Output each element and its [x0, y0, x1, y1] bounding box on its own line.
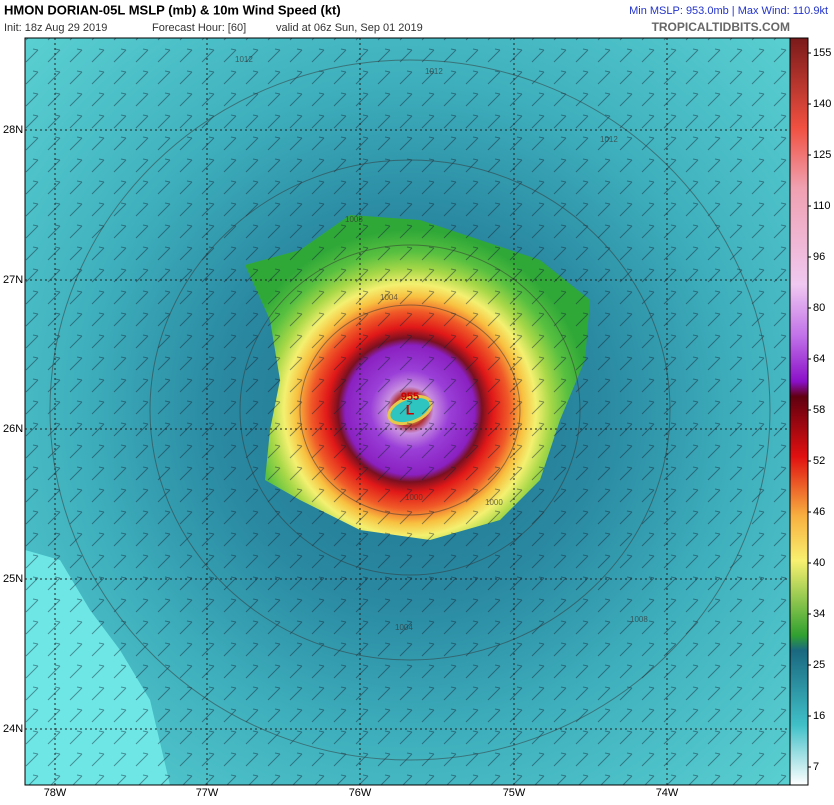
center-pressure: 955 [401, 391, 419, 403]
title: HMON DORIAN-05L MSLP (mb) & 10m Wind Spe… [4, 2, 341, 17]
lon-label: 76W [349, 787, 372, 799]
isobars [49, 59, 771, 761]
colorbar-label: 96 [813, 251, 825, 263]
isobar-label: 1012 [600, 135, 618, 144]
isobar-label: 1004 [380, 293, 398, 302]
valid-text: valid at 06z Sun, Sep 01 2019 [276, 22, 423, 34]
colorbar-label: 155 [813, 47, 831, 59]
lat-label: 26N [3, 423, 23, 435]
lat-label: 27N [3, 274, 23, 286]
lon-label: 78W [44, 787, 67, 799]
isobar-label: 1000 [405, 493, 423, 502]
colorbar-label: 52 [813, 455, 825, 467]
colorbar-label: 125 [813, 149, 831, 161]
isobar-label: 1012 [235, 55, 253, 64]
stats: Min MSLP: 953.0mb | Max Wind: 110.9kt [629, 5, 828, 17]
colorbar-label: 140 [813, 98, 831, 110]
lat-label: 25N [3, 573, 23, 585]
lon-label: 77W [196, 787, 219, 799]
isobar-label: 1012 [425, 67, 443, 76]
forecast-text: Forecast Hour: [60] [152, 22, 246, 34]
colorbar-label: 40 [813, 557, 825, 569]
colorbar-label: 46 [813, 506, 825, 518]
colorbar-label: 110 [813, 200, 831, 212]
colorbar-label: 25 [813, 659, 825, 671]
colorbar-label: 7 [813, 761, 819, 773]
colorbar-label: 58 [813, 404, 825, 416]
isobar-label: 1004 [395, 623, 413, 632]
map-area [25, 38, 790, 785]
colorbar-label: 34 [813, 608, 825, 620]
colorbar-label: 64 [813, 353, 825, 365]
colorbar [789, 37, 809, 786]
lat-label: 28N [3, 124, 23, 136]
colorbar-label: 16 [813, 710, 825, 722]
colorbar-label: 80 [813, 302, 825, 314]
isobar-label: 1008 [345, 215, 363, 224]
lon-label: 75W [503, 787, 526, 799]
low-center: L [406, 402, 415, 418]
lon-label: 74W [656, 787, 679, 799]
isobar-label: 1000 [485, 498, 503, 507]
lat-label: 24N [3, 723, 23, 735]
isobar-label: 1008 [630, 615, 648, 624]
init-text: Init: 18z Aug 29 2019 [4, 22, 107, 34]
wind-barbs [25, 38, 790, 785]
site: TROPICALTIDBITS.COM [652, 20, 790, 34]
labels: 28N 27N 26N 25N 24N 78W 77W 76W 75W 74W 1012 1012 10… [3, 47, 831, 799]
